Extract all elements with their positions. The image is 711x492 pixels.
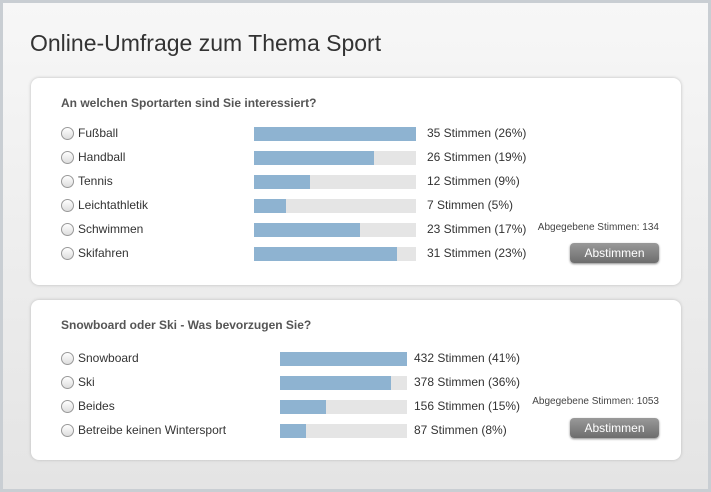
option-label[interactable]: Ski [78,375,95,389]
bar-track [254,247,416,261]
vote-bar [280,376,392,390]
option-label[interactable]: Fußball [78,126,119,140]
poll-option: Fußball 35 Stimmen (26%) [61,126,661,142]
radio-button[interactable] [61,424,74,437]
vote-count: 26 Stimmen (19%) [427,150,527,164]
option-label[interactable]: Schwimmen [78,222,144,236]
vote-bar [254,223,361,237]
vote-count: 87 Stimmen (8%) [414,423,507,437]
vote-total: Abgegebene Stimmen: 1053 [532,396,659,407]
radio-button[interactable] [61,175,74,188]
vote-bar [254,247,398,261]
option-label[interactable]: Betreibe keinen Wintersport [78,423,227,437]
poll-option: Snowboard 432 Stimmen (41%) [61,351,661,367]
bar-track [254,127,416,141]
vote-bar [254,175,310,189]
option-label[interactable]: Tennis [78,174,113,188]
option-label[interactable]: Skifahren [78,246,129,260]
vote-button[interactable]: Abstimmen [570,243,659,263]
vote-bar [254,127,416,141]
radio-button[interactable] [61,151,74,164]
page-title: Online-Umfrage zum Thema Sport [30,30,382,56]
vote-count: 378 Stimmen (36%) [414,375,521,389]
radio-button[interactable] [61,199,74,212]
bar-track [280,400,407,414]
poll-panel: An welchen Sportarten sind Sie interessi… [31,78,681,285]
bar-track [254,175,416,189]
poll-question: An welchen Sportarten sind Sie interessi… [61,96,317,110]
option-label[interactable]: Handball [78,150,126,164]
bar-track [254,199,416,213]
poll-question: Snowboard oder Ski - Was bevorzugen Sie? [61,318,312,332]
radio-button[interactable] [61,352,74,365]
vote-count: 31 Stimmen (23%) [427,246,527,260]
vote-count: 35 Stimmen (26%) [427,126,527,140]
option-label[interactable]: Leichtathletik [78,198,149,212]
bar-track [280,376,407,390]
vote-count: 432 Stimmen (41%) [414,351,521,365]
bar-track [280,352,407,366]
radio-button[interactable] [61,247,74,260]
radio-button[interactable] [61,223,74,236]
bar-track [254,151,416,165]
option-label[interactable]: Beides [78,399,115,413]
radio-button[interactable] [61,400,74,413]
poll-option: Skifahren 31 Stimmen (23%) [61,246,661,262]
poll-option: Betreibe keinen Wintersport 87 Stimmen (8… [61,423,661,439]
radio-button[interactable] [61,127,74,140]
radio-button[interactable] [61,376,74,389]
poll-option: Schwimmen 23 Stimmen (17%) [61,222,661,238]
poll-option: Handball 26 Stimmen (19%) [61,150,661,166]
option-label[interactable]: Snowboard [78,351,139,365]
vote-bar [254,199,287,213]
bar-track [280,424,407,438]
vote-bar [280,352,407,366]
vote-bar [254,151,375,165]
bar-track [254,223,416,237]
vote-count: 23 Stimmen (17%) [427,222,527,236]
vote-bar [280,424,306,438]
poll-option: Beides 156 Stimmen (15%) [61,399,661,415]
vote-count: 7 Stimmen (5%) [427,198,514,212]
vote-button[interactable]: Abstimmen [570,418,659,438]
vote-count: 12 Stimmen (9%) [427,174,520,188]
poll-option: Leichtathletik 7 Stimmen (5%) [61,198,661,214]
poll-option: Ski 378 Stimmen (36%) [61,375,661,391]
poll-option: Tennis 12 Stimmen (9%) [61,174,661,190]
vote-count: 156 Stimmen (15%) [414,399,521,413]
poll-panel: Snowboard oder Ski - Was bevorzugen Sie?… [31,300,681,460]
vote-bar [280,400,326,414]
vote-total: Abgegebene Stimmen: 134 [537,222,659,233]
